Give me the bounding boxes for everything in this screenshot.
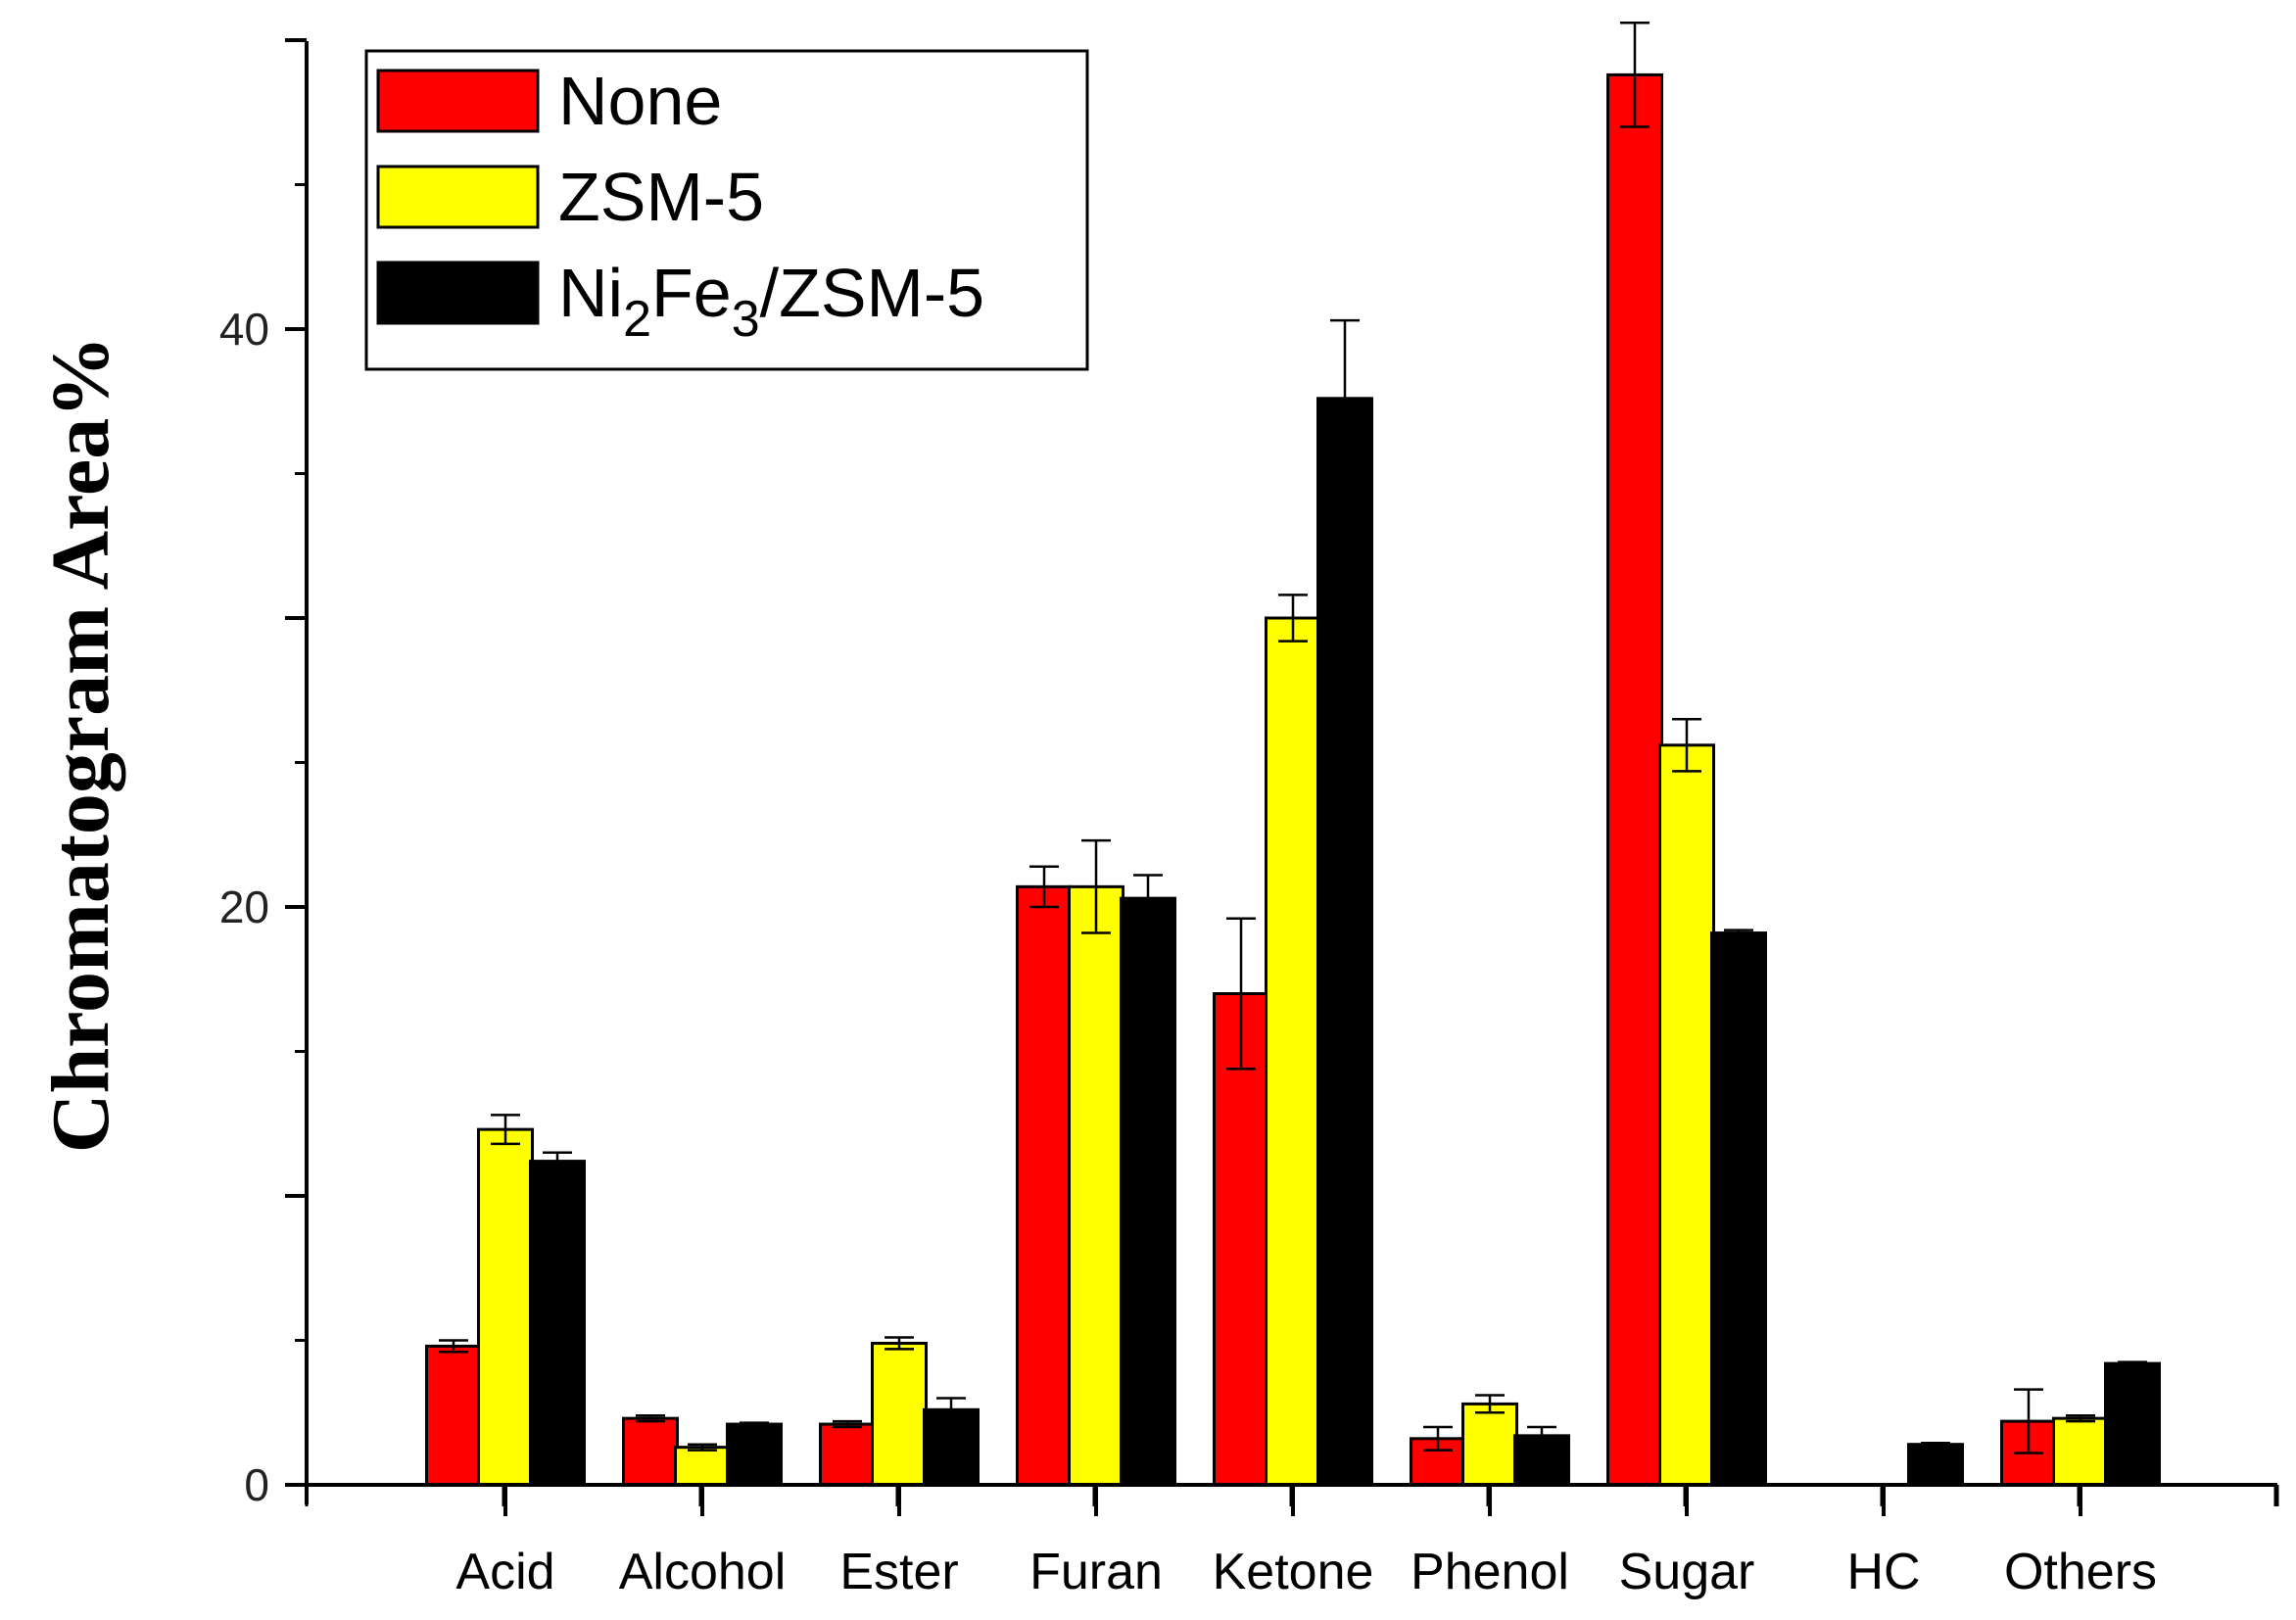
- error-bar-acid-series-1: [439, 1339, 468, 1354]
- legend-swatch: [376, 261, 540, 325]
- error-bar-acid-series-2: [491, 1114, 520, 1146]
- y-tick-label: 40: [219, 304, 269, 355]
- x-category-label: Furan: [1029, 1544, 1163, 1600]
- error-bar-acid-series-3: [543, 1151, 572, 1171]
- error-bar-others-series-1: [2014, 1388, 2043, 1454]
- legend-swatch: [376, 69, 540, 133]
- error-bar-others-series-2: [2066, 1413, 2095, 1423]
- x-category-label: Acid: [455, 1544, 554, 1600]
- error-bar-alcohol-series-1: [636, 1413, 665, 1423]
- error-bar-ester-series-1: [833, 1419, 862, 1429]
- error-bar-sugar-series-1: [1620, 22, 1650, 128]
- error-bar-furan-series-2: [1081, 838, 1111, 934]
- bar-phenol-series-2: [1461, 1402, 1518, 1487]
- bar-hc-series-3: [1907, 1443, 1964, 1487]
- bar-sugar-series-1: [1606, 72, 1663, 1487]
- bar-furan-series-3: [1120, 896, 1176, 1487]
- error-bar-ketone-series-1: [1226, 917, 1256, 1071]
- bar-furan-series-2: [1068, 884, 1124, 1487]
- error-bar-phenol-series-1: [1423, 1425, 1453, 1452]
- x-category-label: Sugar: [1619, 1544, 1755, 1600]
- bar-acid-series-3: [529, 1160, 586, 1487]
- error-bar-furan-series-1: [1029, 865, 1059, 909]
- bar-alcohol-series-2: [674, 1446, 731, 1487]
- bar-alcohol-series-1: [622, 1416, 679, 1487]
- error-bar-sugar-series-3: [1724, 929, 1753, 937]
- y-tick-label: 20: [219, 881, 269, 932]
- legend-label: Ni2Fe3/ZSM-5: [558, 255, 984, 348]
- bar-acid-series-2: [477, 1127, 534, 1487]
- error-bar-phenol-series-2: [1475, 1394, 1505, 1414]
- x-category-label: Phenol: [1411, 1544, 1569, 1600]
- y-tick-label: 0: [244, 1459, 269, 1510]
- error-bar-furan-series-3: [1133, 874, 1163, 923]
- x-category-label: Alcohol: [619, 1544, 787, 1600]
- bar-alcohol-series-3: [726, 1422, 783, 1487]
- legend-swatch: [376, 165, 540, 229]
- error-bar-sugar-series-2: [1672, 718, 1701, 773]
- error-bar-hc-series-3: [1921, 1441, 1950, 1448]
- error-bar-alcohol-series-2: [688, 1443, 717, 1452]
- legend-label: None: [558, 63, 722, 139]
- bar-ester-series-2: [871, 1341, 928, 1487]
- bars-layer: [425, 22, 2161, 1487]
- error-bar-ketone-series-2: [1278, 594, 1308, 643]
- error-bar-ester-series-3: [936, 1397, 966, 1423]
- bar-sugar-series-3: [1710, 931, 1767, 1487]
- bar-others-series-3: [2104, 1361, 2161, 1487]
- error-bar-ester-series-2: [885, 1336, 914, 1351]
- x-category-label: Others: [2004, 1544, 2157, 1600]
- error-bar-ketone-series-3: [1330, 318, 1360, 478]
- x-category-label: Ketone: [1213, 1544, 1374, 1600]
- bar-ketone-series-2: [1265, 616, 1321, 1487]
- bar-ester-series-1: [819, 1422, 876, 1487]
- error-bar-phenol-series-3: [1527, 1425, 1556, 1446]
- x-category-label: Ester: [839, 1544, 958, 1600]
- x-category-label: HC: [1846, 1544, 1920, 1600]
- error-bar-others-series-3: [2118, 1360, 2147, 1366]
- bar-furan-series-1: [1016, 884, 1073, 1487]
- bar-sugar-series-2: [1658, 743, 1715, 1487]
- bar-ketone-series-3: [1316, 397, 1373, 1487]
- y-axis-title: Chromatogram Area%: [35, 336, 126, 1153]
- legend-label: ZSM-5: [558, 159, 764, 235]
- axes-layer: 0 20 40 Acid Alcohol Ester Furan Ketone Phenol Su…: [219, 38, 2279, 1600]
- error-bar-alcohol-series-3: [740, 1421, 769, 1427]
- legend: None ZSM-5 Ni2Fe3/ZSM-5: [364, 49, 1089, 371]
- bar-others-series-2: [2052, 1416, 2109, 1487]
- bar-acid-series-1: [425, 1344, 482, 1487]
